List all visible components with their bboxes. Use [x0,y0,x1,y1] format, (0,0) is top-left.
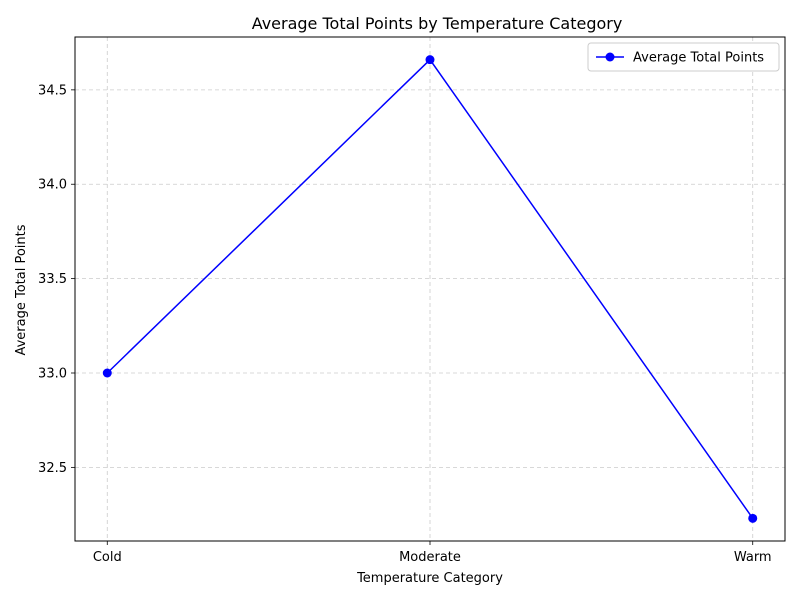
y-tick-label: 33.0 [38,367,67,382]
plot-frame [74,36,786,542]
legend-marker-swatch [605,52,615,62]
grid-lines [75,37,785,541]
series-layer [102,55,758,523]
x-axis-label: Temperature Category [356,571,503,586]
legend-box [587,42,780,72]
y-tick-label: 34.5 [38,83,67,98]
y-tick-label: 33.5 [38,272,67,287]
x-tick-label: Warm [734,550,772,565]
legend: Average Total Points [587,42,780,72]
legend-label: Average Total Points [633,51,764,66]
y-axis-label: Average Total Points [14,224,29,355]
data-point [425,55,435,65]
axes [71,36,786,545]
y-tick-label: 32.5 [38,461,67,476]
data-point [102,368,112,378]
x-tick-label: Cold [93,550,122,565]
tick-labels: Cold Moderate Warm 32.5 33.0 33.5 34.0 34.5 [38,83,772,565]
data-point [748,513,758,523]
x-tick-label: Moderate [399,550,461,565]
y-tick-label: 34.0 [38,178,67,193]
chart-title: Average Total Points by Temperature Cate… [252,14,623,33]
